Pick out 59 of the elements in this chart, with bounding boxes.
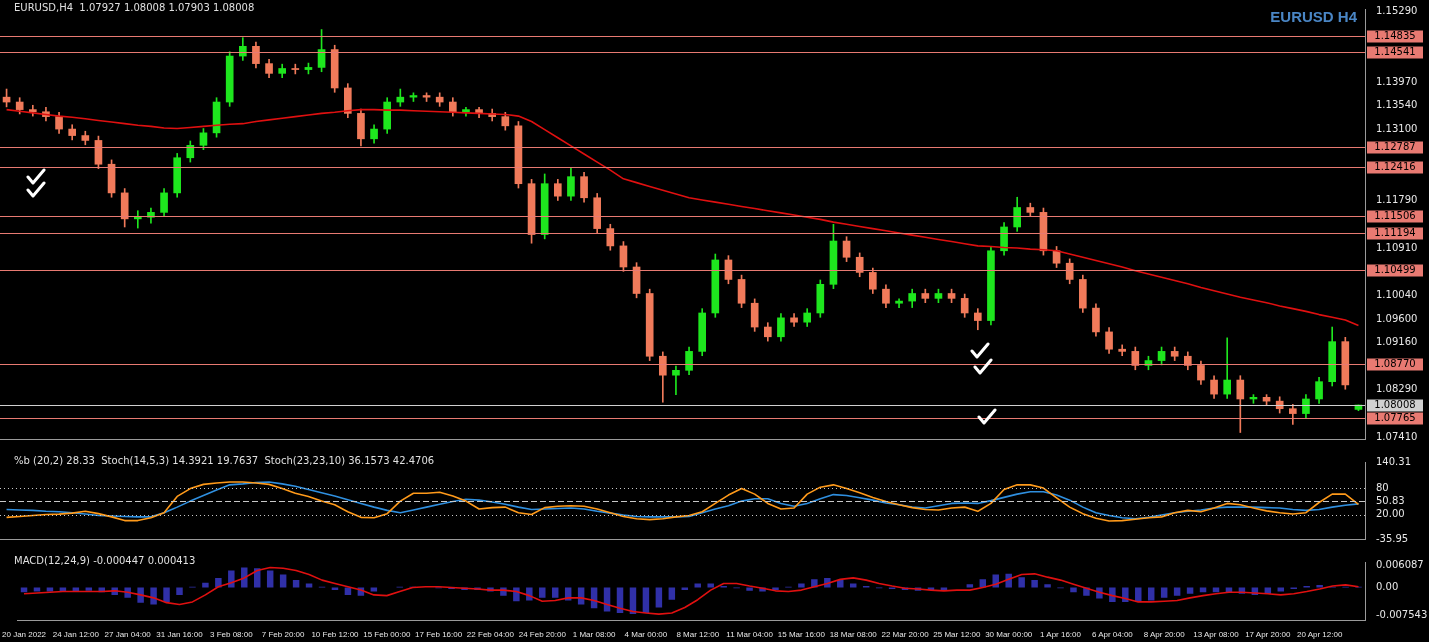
y-tick-label: 1.10040 <box>1376 288 1418 300</box>
ref-line-label: 1.12787 <box>1374 141 1416 153</box>
y-tick-label: 1.13970 <box>1376 76 1418 88</box>
y-tick-label: 140.31 <box>1376 455 1411 467</box>
y-tick-label: 1.10910 <box>1376 241 1418 253</box>
x-tick-label: 7 Feb 20:00 <box>261 630 306 640</box>
y-tick-label: 0.00 <box>1376 581 1399 593</box>
y-tick-label: 0.006087 <box>1376 558 1424 570</box>
ref-line-label: 1.07765 <box>1374 412 1416 424</box>
x-tick-label: 6 Apr 04:00 <box>1091 630 1134 640</box>
y-tick-label: 1.09600 <box>1376 312 1418 324</box>
y-tick-label: 1.07410 <box>1376 430 1418 442</box>
x-tick-label: 1 Mar 08:00 <box>572 630 616 640</box>
annotation: EURUSD,H4 1.07927 1.08008 1.07903 1.08008 <box>14 2 255 13</box>
y-tick-label: 50.83 <box>1376 494 1405 506</box>
ref-line-label: 1.11506 <box>1374 210 1416 222</box>
x-tick-label: 30 Mar 00:00 <box>985 630 1033 640</box>
x-tick-label: 24 Jan 12:00 <box>52 630 100 640</box>
ref-line-label: 1.12416 <box>1374 161 1416 173</box>
ref-line-label: 1.14835 <box>1374 30 1416 42</box>
x-tick-label: 17 Feb 16:00 <box>415 630 463 640</box>
y-tick-label: 80 <box>1376 481 1389 493</box>
chart-title: EURUSD H4 <box>1270 8 1357 25</box>
y-tick-label: 1.08290 <box>1376 383 1418 395</box>
y-tick-label: 1.11790 <box>1376 194 1418 206</box>
x-tick-label: 25 Mar 12:00 <box>933 630 981 640</box>
x-tick-label: 10 Feb 12:00 <box>311 630 360 640</box>
ref-line-label: 1.08770 <box>1374 358 1416 370</box>
annotation: MACD(12,24,9) -0.000447 0.000413 <box>14 555 196 566</box>
x-tick-label: 31 Jan 16:00 <box>156 630 204 640</box>
y-tick-label: 1.13100 <box>1376 123 1418 135</box>
x-tick-label: 11 Mar 04:00 <box>726 630 774 640</box>
y-tick-label: -0.007543 <box>1376 608 1428 620</box>
x-tick-label: 8 Apr 20:00 <box>1143 630 1186 640</box>
x-tick-label: 15 Mar 16:00 <box>777 630 826 640</box>
x-tick-label: 1 Apr 16:00 <box>1040 630 1082 640</box>
x-tick-label: 13 Apr 08:00 <box>1193 630 1240 640</box>
x-tick-label: 24 Feb 20:00 <box>518 630 567 640</box>
x-tick-label: 8 Mar 12:00 <box>676 630 720 640</box>
y-tick-label: 1.09160 <box>1376 336 1418 348</box>
y-tick-label: 1.15290 <box>1376 4 1418 16</box>
x-tick-label: 22 Feb 04:00 <box>466 630 515 640</box>
x-tick-label: 20 Jan 2022 <box>2 630 47 640</box>
x-tick-label: 15 Feb 00:00 <box>363 630 411 640</box>
ref-line-label: 1.08008 <box>1374 399 1416 411</box>
y-tick-label: 20.00 <box>1376 508 1405 520</box>
ref-line-label: 1.10499 <box>1374 264 1416 276</box>
ref-line-label: 1.11194 <box>1374 227 1416 239</box>
x-tick-label: 27 Jan 04:00 <box>104 630 152 640</box>
x-tick-label: 18 Mar 08:00 <box>829 630 878 640</box>
x-tick-label: 3 Feb 08:00 <box>209 630 254 640</box>
y-tick-label: 1.13540 <box>1376 99 1418 111</box>
x-tick-label: 20 Apr 12:00 <box>1296 630 1343 640</box>
x-tick-label: 22 Mar 20:00 <box>881 630 930 640</box>
y-tick-label: -35.95 <box>1376 532 1409 544</box>
ref-line-label: 1.14541 <box>1374 46 1416 58</box>
x-tick-label: 17 Apr 20:00 <box>1245 630 1292 640</box>
annotation: %b (20,2) 28.33 Stoch(14,5,3) 14.3921 19.7637 Stoch(23,23,10) 36.1573 42.4706 <box>14 455 435 466</box>
x-tick-label: 4 Mar 00:00 <box>624 630 668 640</box>
